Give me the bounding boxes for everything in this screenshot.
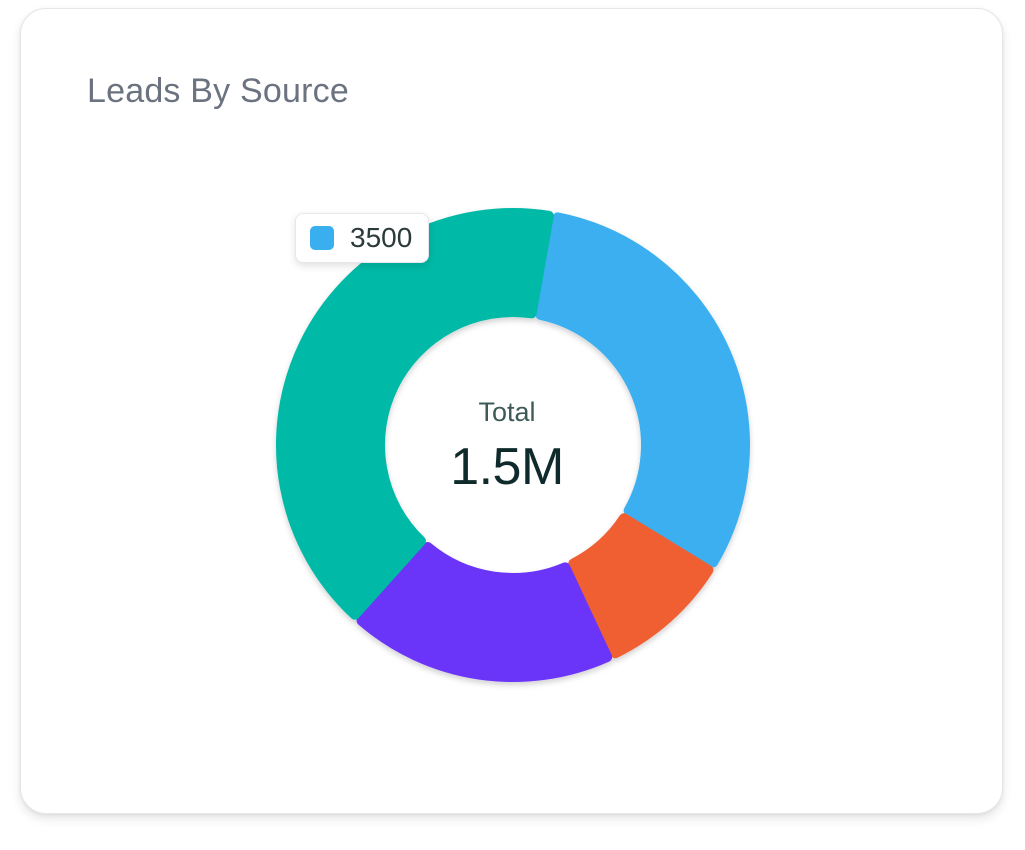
tooltip-swatch (310, 226, 334, 250)
slice-purple[interactable] (356, 542, 613, 682)
slice-tooltip: 3500 (295, 213, 430, 263)
center-label: Total (478, 397, 536, 427)
card-title: Leads By Source (87, 72, 349, 110)
slice-teal[interactable] (276, 208, 554, 620)
slice-blue[interactable] (535, 212, 750, 568)
tooltip-value: 3500 (350, 222, 413, 253)
donut-chart: Total 1.5M 3500 (21, 9, 1004, 815)
slice-orange[interactable] (568, 513, 714, 659)
donut-chart-svg (276, 208, 750, 682)
leads-by-source-card: Leads By Source Total 1.5M 3500 (20, 8, 1003, 814)
center-value: 1.5M (450, 438, 564, 496)
